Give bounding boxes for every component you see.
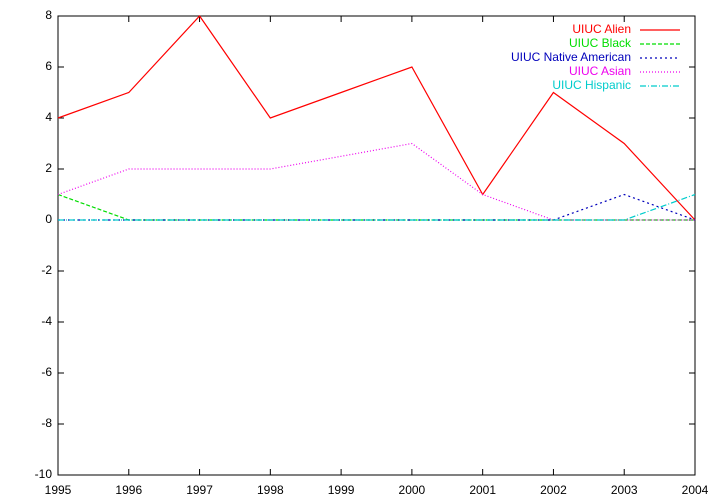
legend-label: UIUC Hispanic	[552, 78, 631, 92]
y-tick-label: -6	[41, 365, 52, 379]
series-line	[58, 193, 696, 221]
x-tick-label: 1998	[257, 483, 284, 497]
y-tick-label: 6	[45, 59, 52, 73]
y-tick-label: 4	[45, 110, 52, 124]
y-tick-label: 0	[45, 212, 52, 226]
x-tick-label: 2003	[611, 483, 638, 497]
x-tick-label: 1999	[328, 483, 355, 497]
x-tick-label: 2001	[469, 483, 496, 497]
legend-label: UIUC Asian	[569, 64, 631, 78]
x-tick-label: 1996	[115, 483, 142, 497]
y-tick-label: -2	[41, 263, 52, 277]
y-tick-label: -8	[41, 416, 52, 430]
x-tick-label: 1997	[186, 483, 213, 497]
legend-label: UIUC Native American	[511, 50, 631, 64]
y-tick-label: -4	[41, 314, 52, 328]
legend-label: UIUC Alien	[572, 22, 631, 36]
legend-label: UIUC Black	[569, 36, 632, 50]
x-tick-label: 2002	[540, 483, 567, 497]
y-tick-label: 2	[45, 161, 52, 175]
series-line	[57, 15, 696, 221]
plot-frame	[57, 15, 696, 476]
y-tick-label: -10	[35, 467, 53, 481]
x-tick-label: 1995	[45, 483, 72, 497]
series-line	[58, 193, 696, 221]
series-line	[57, 142, 695, 221]
y-tick-label: 8	[45, 8, 52, 22]
series-line	[57, 193, 695, 221]
x-tick-label: 2004	[682, 483, 709, 497]
x-tick-label: 2000	[399, 483, 426, 497]
